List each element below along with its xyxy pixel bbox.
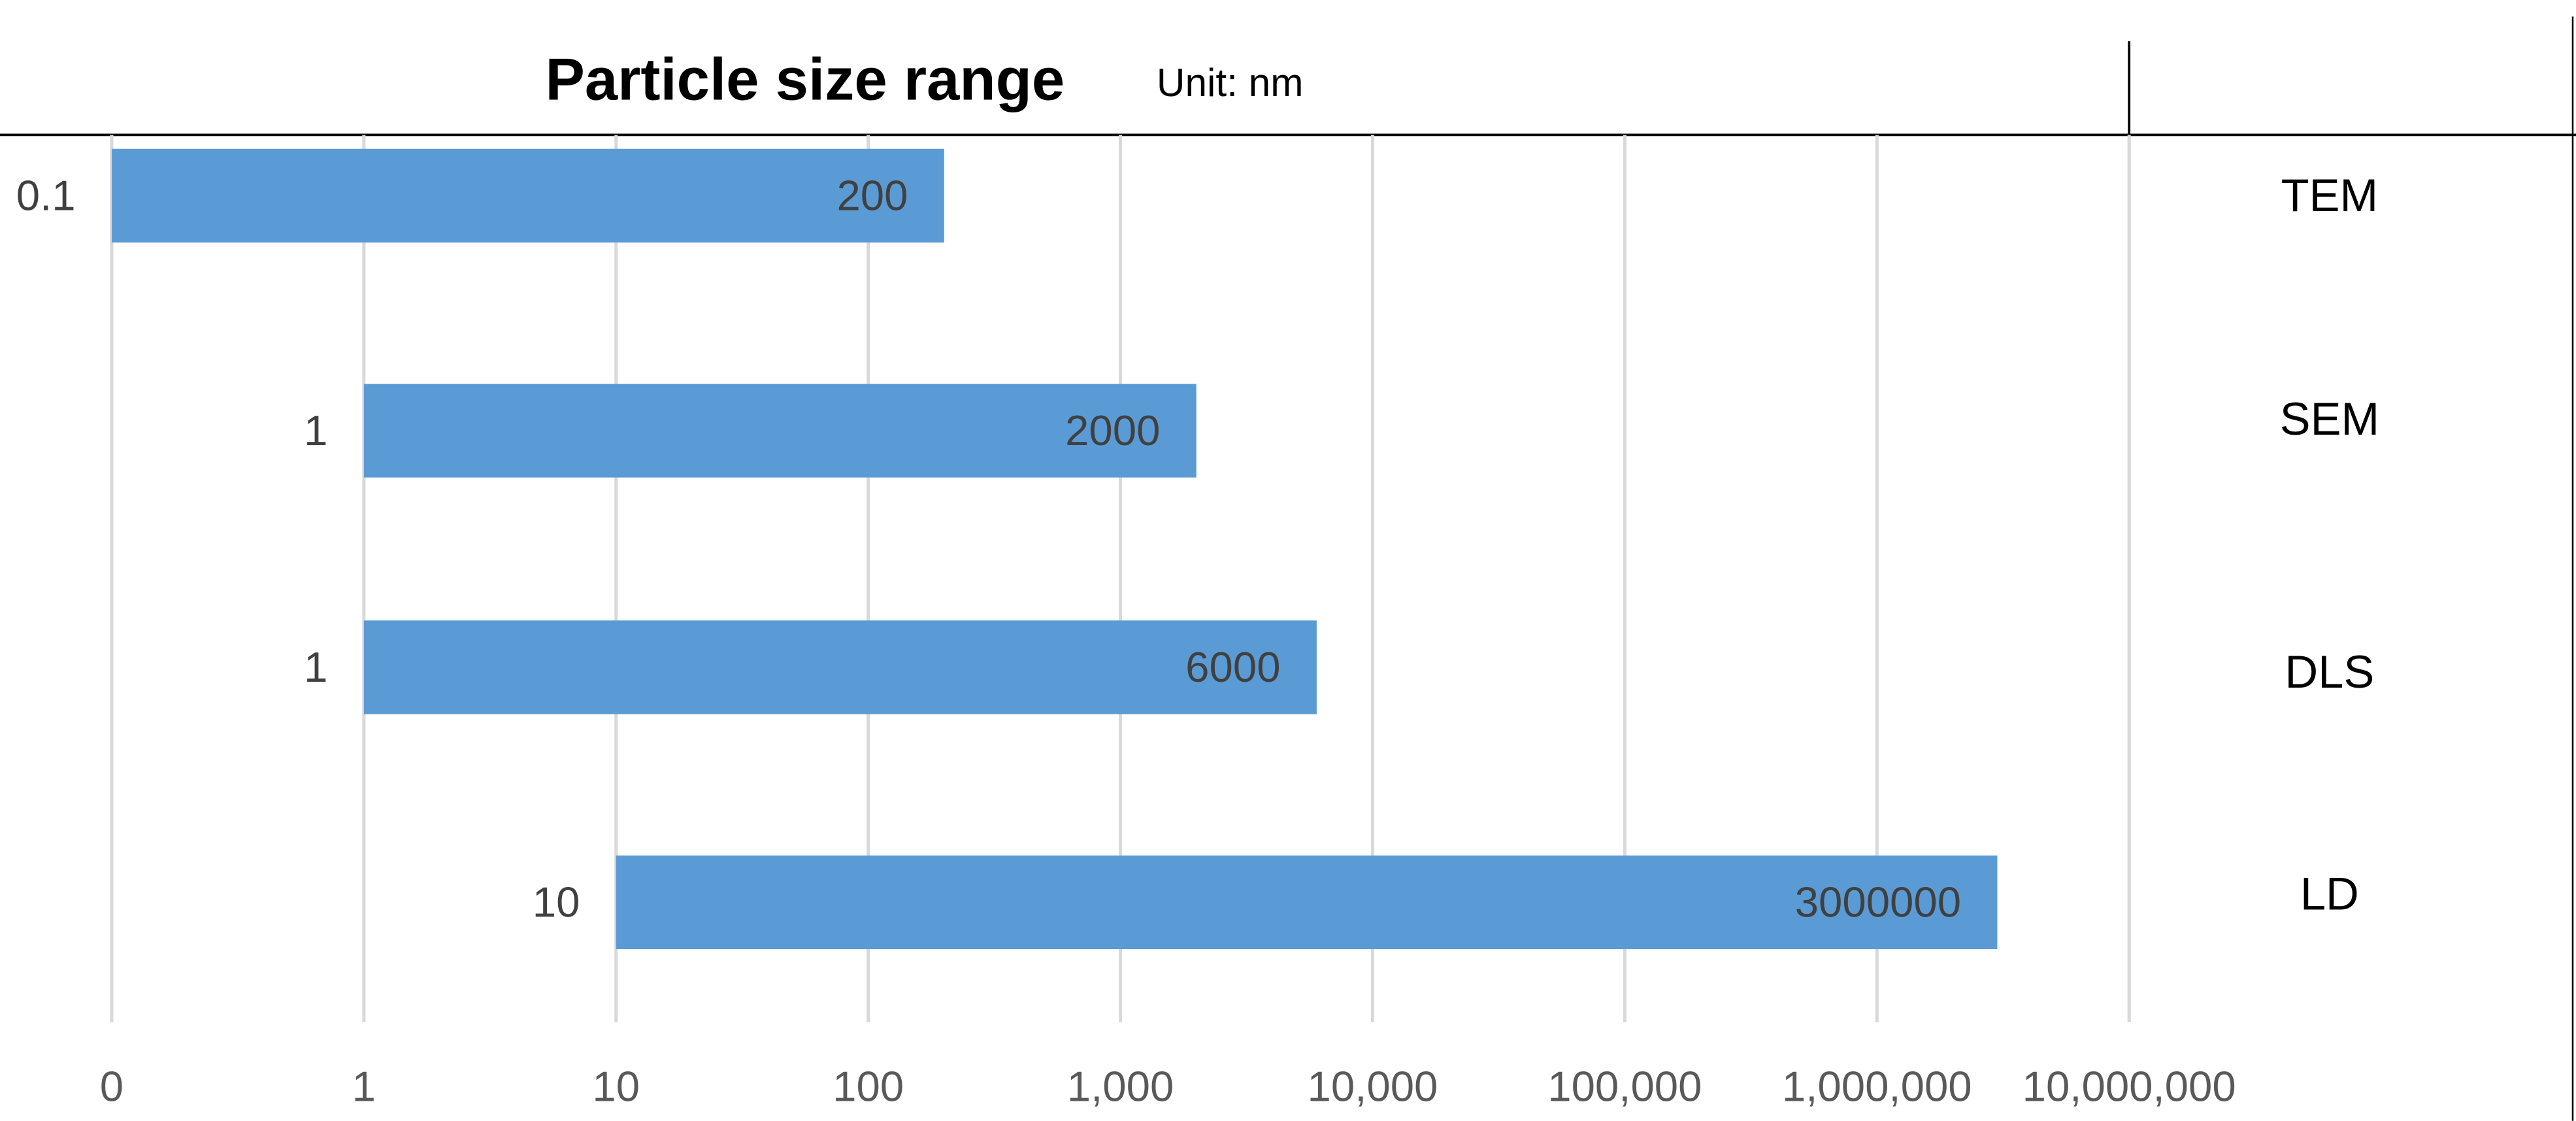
end-label: 2000 xyxy=(1065,407,1160,454)
category-label: LD xyxy=(2300,867,2359,919)
unit-note: Unit: nm xyxy=(1157,60,1304,105)
bar xyxy=(363,384,1197,478)
x-tick-label: 0 xyxy=(100,1062,124,1110)
x-tick-label: 10 xyxy=(592,1062,640,1110)
x-tick-label: 1 xyxy=(352,1062,376,1110)
end-label: 3000000 xyxy=(1795,878,1961,926)
start-label: 1 xyxy=(304,407,327,454)
bar xyxy=(363,620,1317,714)
bar xyxy=(111,148,944,243)
x-tick-label: 100,000 xyxy=(1547,1062,1702,1110)
category-label: DLS xyxy=(2285,646,2374,697)
end-label: 6000 xyxy=(1185,643,1280,691)
x-tick-label: 1,000,000 xyxy=(1782,1062,1972,1110)
bar xyxy=(616,855,1998,950)
category-label: TEM xyxy=(2281,169,2379,221)
x-tick-label: 10,000,000 xyxy=(2023,1062,2236,1110)
start-label: 0.1 xyxy=(16,172,76,220)
chart-title: Particle size range xyxy=(545,46,1065,112)
category-label: SEM xyxy=(2280,393,2380,444)
start-label: 1 xyxy=(304,643,327,691)
start-label: 10 xyxy=(533,878,580,926)
end-label: 200 xyxy=(836,172,908,220)
x-tick-label: 100 xyxy=(833,1062,904,1110)
x-tick-label: 1,000 xyxy=(1067,1062,1174,1110)
x-tick-label: 10,000 xyxy=(1308,1062,1438,1110)
